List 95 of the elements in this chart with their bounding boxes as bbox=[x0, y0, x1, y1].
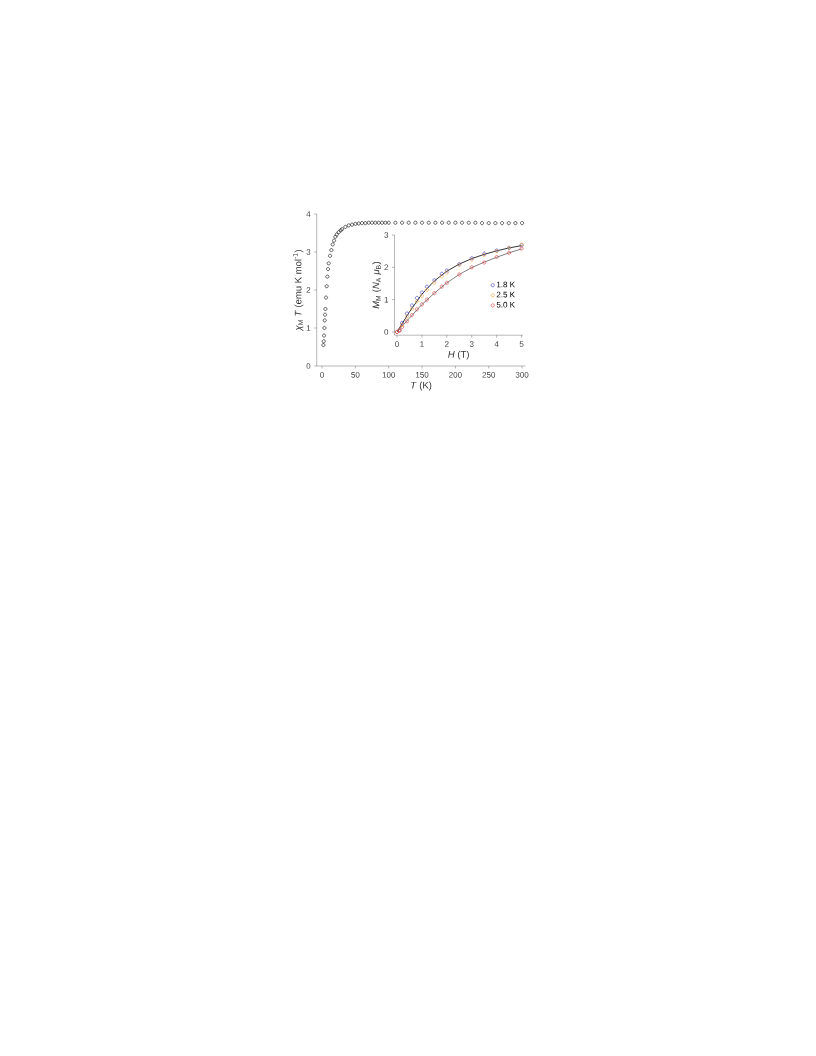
point bbox=[321, 343, 326, 347]
point bbox=[473, 220, 478, 225]
point bbox=[457, 272, 462, 277]
point bbox=[326, 267, 330, 271]
point bbox=[433, 220, 438, 225]
legend-label: 1.8 K bbox=[496, 281, 515, 288]
point bbox=[350, 222, 354, 227]
point bbox=[420, 302, 424, 307]
point bbox=[324, 295, 328, 300]
point bbox=[393, 220, 398, 225]
point bbox=[328, 253, 332, 258]
y-tick-label: 0 bbox=[384, 329, 389, 335]
y-axis-title: χ$_{M}$ T (emu K mol$^{-1}$) bbox=[292, 250, 304, 332]
point bbox=[322, 318, 327, 323]
x-tick-label: 300 bbox=[515, 372, 529, 378]
point bbox=[486, 221, 491, 226]
point bbox=[380, 220, 384, 225]
point bbox=[321, 339, 326, 344]
point bbox=[520, 221, 524, 226]
x-tick-label: 0 bbox=[395, 341, 399, 347]
point bbox=[322, 333, 326, 338]
x-tick-label: 50 bbox=[351, 372, 360, 378]
x-tick-label: 200 bbox=[449, 372, 462, 378]
point bbox=[346, 223, 351, 228]
point bbox=[370, 220, 374, 225]
x-tick-label: 250 bbox=[482, 372, 496, 378]
y-tick-label: 0 bbox=[306, 363, 311, 369]
point bbox=[482, 260, 487, 265]
y-tick-label: 1 bbox=[306, 325, 311, 331]
point bbox=[376, 220, 381, 225]
point bbox=[493, 221, 498, 226]
point bbox=[405, 319, 409, 324]
point bbox=[466, 220, 471, 225]
point bbox=[373, 220, 378, 225]
point bbox=[413, 220, 418, 225]
point bbox=[420, 220, 424, 225]
point bbox=[440, 220, 444, 225]
x-axis-title: T (K) bbox=[411, 381, 432, 391]
point bbox=[444, 280, 449, 285]
point bbox=[469, 265, 474, 270]
point bbox=[439, 284, 444, 289]
point bbox=[323, 312, 327, 317]
point bbox=[506, 221, 511, 226]
point bbox=[353, 221, 358, 226]
point bbox=[400, 220, 404, 225]
point bbox=[507, 250, 512, 255]
point bbox=[460, 220, 464, 225]
point bbox=[356, 221, 361, 226]
point bbox=[406, 220, 411, 225]
point bbox=[424, 288, 429, 292]
y-axis-title: M$_{M}$ (N$_{A}$ μ$_{B}$) bbox=[372, 261, 382, 309]
y-tick-label: 3 bbox=[384, 232, 389, 238]
y-tick-label: 1 bbox=[384, 296, 389, 303]
point bbox=[330, 242, 335, 247]
point bbox=[383, 220, 388, 225]
point bbox=[326, 261, 331, 266]
point bbox=[446, 220, 451, 225]
y-tick-label: 3 bbox=[306, 249, 311, 255]
point bbox=[329, 248, 334, 252]
y-tick-label: 2 bbox=[306, 287, 311, 293]
point bbox=[324, 284, 329, 289]
x-tick-label: 1 bbox=[420, 341, 424, 347]
legend-label: 2.5 K bbox=[496, 291, 515, 298]
x-tick-label: 100 bbox=[382, 372, 396, 378]
x-tick-label: 2 bbox=[445, 341, 449, 347]
point bbox=[363, 221, 368, 226]
legend-label: 5.0 K bbox=[496, 301, 515, 308]
point bbox=[424, 297, 429, 302]
x-tick-label: 0 bbox=[320, 372, 324, 378]
x-tick-label: 150 bbox=[415, 372, 429, 378]
point bbox=[426, 220, 431, 225]
x-tick-label: 3 bbox=[469, 341, 474, 347]
point bbox=[332, 238, 336, 243]
point bbox=[322, 326, 327, 330]
x-tick-label: 4 bbox=[494, 341, 499, 347]
x-axis-title: H (T) bbox=[448, 350, 469, 360]
point bbox=[432, 291, 437, 296]
y-tick-label: 4 bbox=[306, 211, 311, 217]
point bbox=[453, 220, 458, 225]
point bbox=[323, 307, 328, 311]
point bbox=[480, 221, 484, 226]
point bbox=[415, 296, 419, 300]
point bbox=[415, 299, 419, 304]
point bbox=[325, 274, 330, 279]
x-tick-label: 5 bbox=[519, 341, 524, 347]
point bbox=[415, 307, 419, 312]
point bbox=[366, 220, 371, 225]
point bbox=[494, 255, 499, 259]
y-tick-label: 2 bbox=[384, 264, 389, 271]
point bbox=[424, 284, 429, 289]
point bbox=[410, 313, 414, 318]
point bbox=[386, 220, 391, 225]
point bbox=[500, 221, 504, 226]
point bbox=[360, 221, 364, 226]
point bbox=[513, 221, 518, 226]
